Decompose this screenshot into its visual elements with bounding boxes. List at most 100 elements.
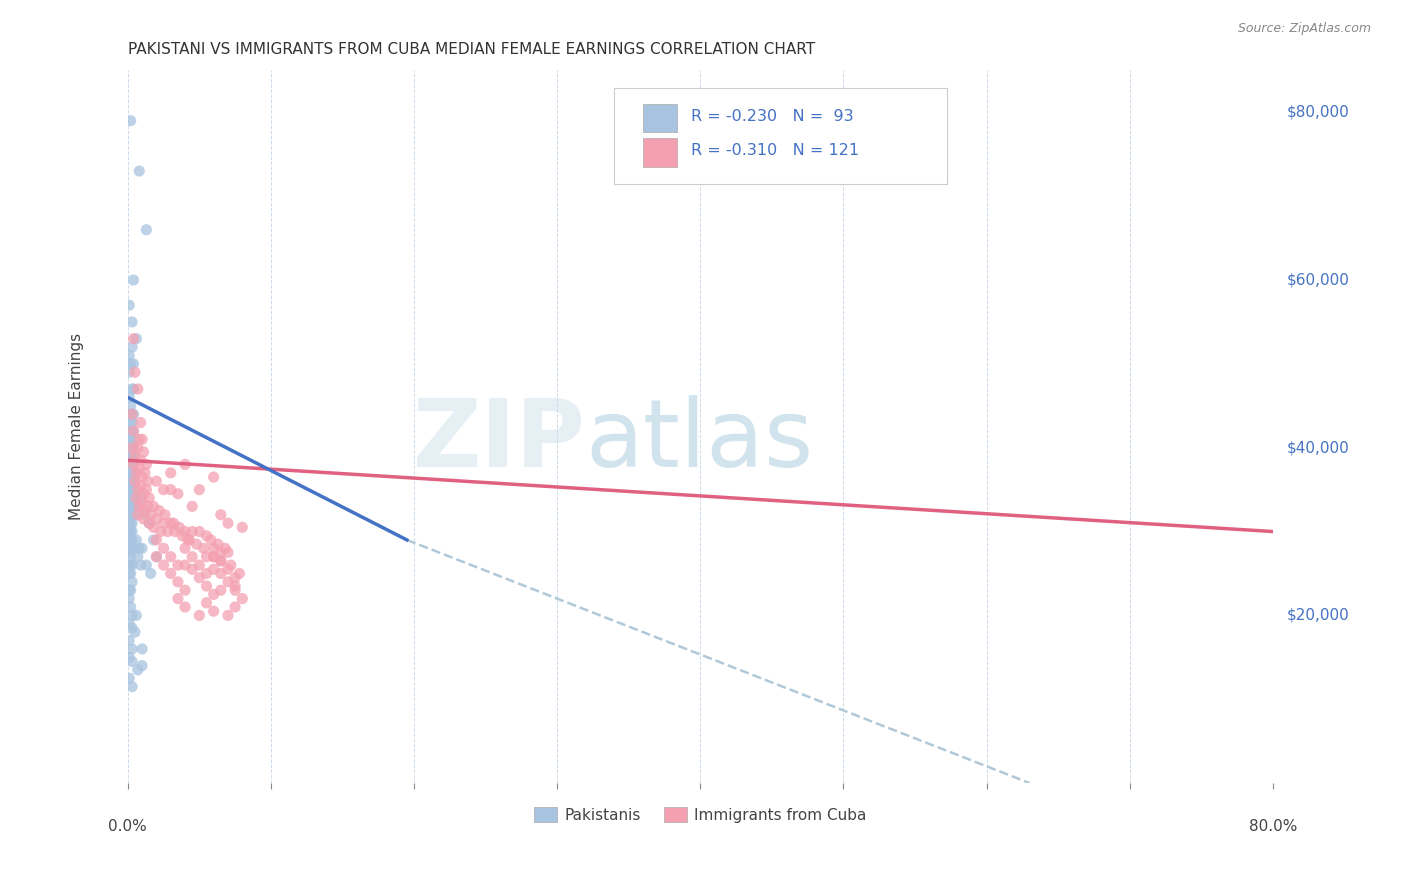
Point xyxy=(195,566,218,581)
Point xyxy=(217,545,239,559)
Point xyxy=(145,549,167,564)
Point xyxy=(174,558,197,572)
Point xyxy=(121,524,143,539)
Point xyxy=(121,680,143,694)
Point xyxy=(124,449,146,463)
Point xyxy=(118,391,141,405)
Point xyxy=(224,579,246,593)
Point xyxy=(231,591,253,606)
Point xyxy=(159,566,181,581)
Point xyxy=(120,416,142,430)
Point xyxy=(186,537,208,551)
Point xyxy=(135,558,157,572)
Point xyxy=(149,524,172,539)
Point xyxy=(139,566,162,581)
Point xyxy=(209,566,232,581)
Point xyxy=(209,583,232,598)
Point xyxy=(120,487,142,501)
Point xyxy=(142,520,165,534)
Point xyxy=(142,500,165,514)
Point xyxy=(122,491,145,505)
Point xyxy=(209,508,232,522)
Point xyxy=(202,541,225,556)
Point xyxy=(163,524,186,539)
Point xyxy=(118,407,141,421)
Point xyxy=(156,524,179,539)
Point xyxy=(125,533,148,547)
Point xyxy=(128,164,150,178)
Point xyxy=(219,558,242,572)
Point xyxy=(121,428,143,442)
Point xyxy=(200,533,222,547)
Point xyxy=(121,483,143,497)
Point xyxy=(122,458,145,472)
Point xyxy=(224,583,246,598)
Point xyxy=(131,658,153,673)
Point xyxy=(167,591,190,606)
Point xyxy=(118,533,141,547)
Point xyxy=(124,365,146,379)
Point xyxy=(122,458,145,472)
Point xyxy=(139,508,162,522)
Point xyxy=(121,655,143,669)
Point xyxy=(152,558,174,572)
Point xyxy=(174,583,197,598)
Text: $60,000: $60,000 xyxy=(1286,273,1350,287)
Point xyxy=(121,441,143,455)
Point xyxy=(167,574,190,589)
Point xyxy=(118,545,141,559)
Point xyxy=(136,500,159,514)
Point xyxy=(224,571,246,585)
Point xyxy=(188,483,211,497)
Text: Source: ZipAtlas.com: Source: ZipAtlas.com xyxy=(1237,22,1371,36)
Point xyxy=(202,587,225,601)
Point xyxy=(181,524,204,539)
Point xyxy=(207,537,229,551)
Point xyxy=(124,475,146,489)
Point xyxy=(214,541,236,556)
Point xyxy=(120,599,142,614)
Point xyxy=(202,549,225,564)
Point xyxy=(124,475,146,489)
Point xyxy=(118,524,141,539)
Point xyxy=(138,516,160,530)
Point xyxy=(174,541,197,556)
Point xyxy=(228,566,250,581)
Point xyxy=(122,466,145,480)
Point xyxy=(118,365,141,379)
Point xyxy=(127,663,149,677)
Point xyxy=(121,407,143,421)
Point xyxy=(118,483,141,497)
Point xyxy=(217,562,239,576)
Point xyxy=(124,625,146,640)
Point xyxy=(202,562,225,576)
Point xyxy=(131,495,153,509)
Point xyxy=(169,520,191,534)
Point xyxy=(118,583,141,598)
Point xyxy=(129,558,152,572)
Point xyxy=(134,503,156,517)
Point xyxy=(202,604,225,618)
Point xyxy=(121,416,143,430)
Point xyxy=(121,475,143,489)
Point xyxy=(118,349,141,363)
Point xyxy=(118,458,141,472)
Point xyxy=(118,500,141,514)
Point xyxy=(118,433,141,447)
Point xyxy=(118,491,141,505)
Point xyxy=(152,516,174,530)
Point xyxy=(128,433,150,447)
Point xyxy=(224,599,246,614)
Point xyxy=(118,671,141,685)
Point xyxy=(188,608,211,623)
Point xyxy=(162,516,184,530)
Point xyxy=(121,315,143,329)
Point xyxy=(132,445,155,459)
Point xyxy=(128,500,150,514)
Point xyxy=(120,453,142,467)
Point xyxy=(121,641,143,656)
Point xyxy=(174,458,197,472)
Point xyxy=(217,516,239,530)
Point xyxy=(120,441,142,455)
Point xyxy=(159,483,181,497)
